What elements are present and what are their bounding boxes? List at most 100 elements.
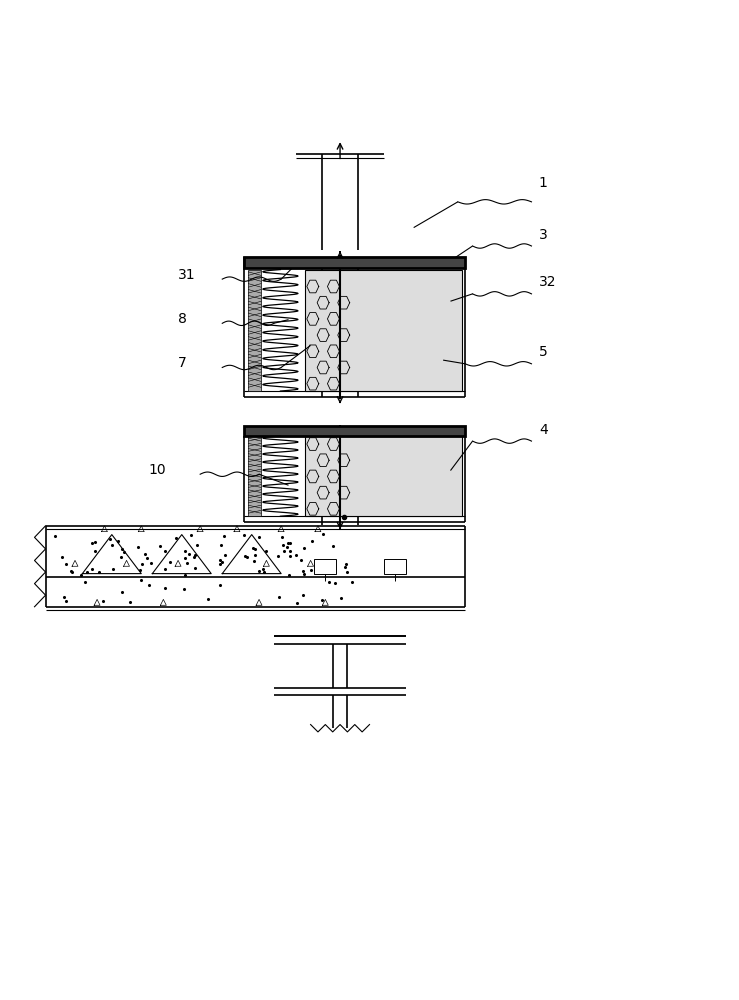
Point: [58, 589, 70, 605]
Point: [159, 580, 171, 596]
Bar: [248, 270, 262, 391]
Point: [61, 593, 72, 609]
Point: [94, 564, 106, 580]
Point: [316, 592, 328, 608]
Text: 32: 32: [539, 275, 556, 289]
Point: [97, 593, 109, 609]
Bar: [245, 426, 466, 436]
Point: [259, 564, 270, 580]
Point: [191, 537, 202, 553]
Bar: [248, 436, 262, 516]
Point: [64, 563, 76, 579]
Point: [316, 526, 328, 542]
Point: [164, 554, 176, 570]
Point: [282, 535, 294, 551]
Point: [202, 591, 214, 607]
Point: [89, 534, 101, 550]
Point: [242, 549, 253, 565]
Point: [216, 554, 228, 570]
Point: [214, 556, 226, 572]
Point: [347, 574, 358, 590]
Text: 31: 31: [178, 268, 196, 282]
Point: [285, 543, 296, 559]
Text: 3: 3: [539, 228, 548, 242]
Point: [115, 549, 127, 565]
Point: [273, 589, 285, 605]
Point: [118, 544, 129, 560]
Point: [179, 567, 191, 583]
Point: [170, 530, 182, 546]
Point: [299, 540, 310, 556]
Point: [134, 572, 146, 588]
Point: [217, 528, 229, 544]
Point: [215, 537, 227, 553]
Text: 7: 7: [178, 356, 187, 370]
Point: [61, 556, 72, 572]
Point: [134, 562, 146, 578]
Point: [248, 553, 259, 569]
Point: [298, 587, 310, 603]
Point: [238, 527, 250, 543]
Point: [81, 564, 93, 580]
Point: [183, 546, 195, 562]
Point: [89, 543, 101, 559]
Point: [112, 533, 123, 549]
Point: [214, 577, 226, 593]
Point: [214, 552, 226, 568]
Point: [86, 561, 98, 577]
Point: [335, 590, 347, 606]
Point: [124, 594, 136, 610]
Point: [249, 547, 261, 563]
Bar: [314, 559, 336, 574]
Point: [284, 535, 296, 551]
Point: [283, 567, 295, 583]
Point: [139, 546, 151, 562]
Point: [281, 539, 293, 555]
Point: [188, 560, 200, 576]
Point: [276, 529, 287, 545]
Point: [178, 581, 190, 597]
Point: [146, 555, 157, 571]
Point: [50, 528, 61, 544]
Point: [247, 540, 259, 556]
Point: [296, 552, 307, 568]
Point: [104, 531, 116, 547]
Point: [80, 574, 92, 590]
Point: [136, 556, 148, 572]
Point: [304, 562, 316, 578]
Point: [330, 575, 341, 591]
Point: [159, 561, 171, 577]
Bar: [245, 257, 466, 268]
Point: [306, 533, 318, 549]
Point: [154, 538, 166, 554]
Point: [260, 543, 272, 559]
Point: [219, 547, 231, 563]
Point: [277, 537, 289, 553]
Point: [324, 574, 336, 590]
Bar: [305, 270, 462, 391]
Point: [253, 529, 265, 545]
Point: [272, 548, 284, 564]
Point: [290, 547, 302, 563]
Point: [253, 563, 265, 579]
Text: 10: 10: [149, 463, 166, 477]
Point: [180, 550, 191, 566]
Point: [159, 543, 171, 559]
Point: [189, 547, 201, 563]
Point: [141, 550, 153, 566]
Text: 8: 8: [178, 312, 187, 326]
Point: [181, 555, 193, 571]
Point: [341, 564, 353, 580]
Point: [188, 549, 200, 565]
Point: [56, 549, 68, 565]
Point: [179, 543, 191, 559]
Text: 4: 4: [539, 423, 548, 437]
Point: [132, 539, 144, 555]
Text: 5: 5: [539, 345, 548, 359]
Bar: [384, 559, 406, 574]
Point: [143, 577, 154, 593]
Point: [339, 559, 351, 575]
Point: [340, 556, 352, 572]
Point: [249, 541, 261, 557]
Bar: [305, 436, 462, 516]
